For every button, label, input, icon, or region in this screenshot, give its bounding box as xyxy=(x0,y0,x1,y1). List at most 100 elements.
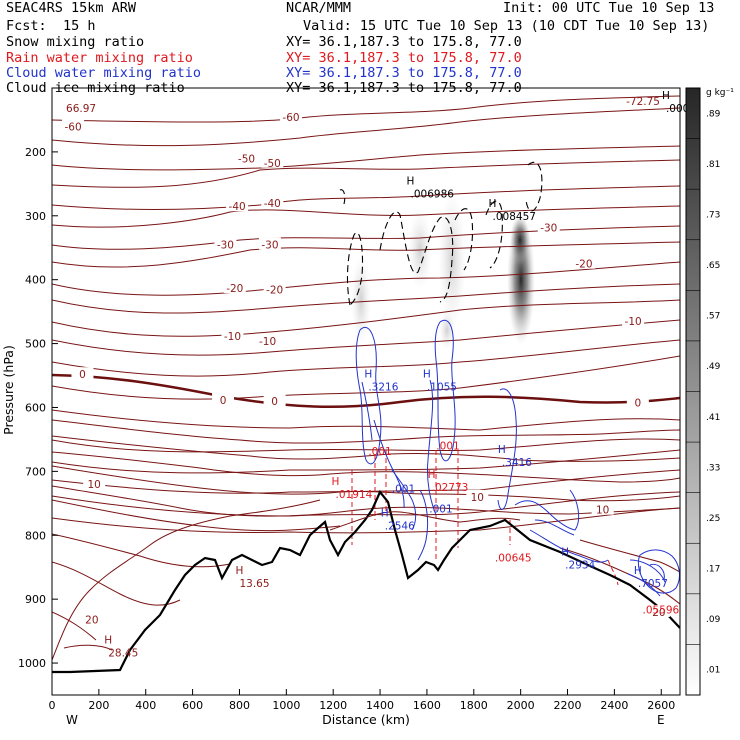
extremum-value: .05596 xyxy=(643,605,680,617)
isotherm-label: -60 xyxy=(282,112,299,124)
extremum-marker: H xyxy=(498,444,506,456)
extremum-value: -72.75 xyxy=(626,96,660,108)
isotherm-minus-30 xyxy=(52,241,680,268)
cloud-water-contour xyxy=(434,319,456,462)
terrain-near-surface-isotherm xyxy=(329,511,521,531)
isotherm-label: -40 xyxy=(264,198,281,210)
extremum-value: .001 xyxy=(436,440,459,452)
isotherm-east-1 xyxy=(559,547,680,605)
x-tick-label: 1200 xyxy=(319,699,347,712)
isotherm-12 xyxy=(52,499,341,532)
isotherm-neg xyxy=(52,507,680,534)
isotherm-label-bg xyxy=(261,155,284,168)
isotherm-8 xyxy=(52,465,680,502)
isotherm-label: 10 xyxy=(87,479,100,491)
isotherm-label-bg xyxy=(80,612,103,625)
extremum-value: .001 xyxy=(392,483,415,495)
extremum-marker: H xyxy=(662,90,670,102)
isotherm-label: 0 xyxy=(220,395,227,407)
isotherm-label: -10 xyxy=(224,331,241,343)
colorbar-label: .89 xyxy=(706,109,721,119)
isotherm-label: 20 xyxy=(652,607,665,619)
y-tick-label: 600 xyxy=(25,401,46,414)
cloud-ice-contour xyxy=(379,211,454,303)
y-tick-label: 800 xyxy=(25,529,46,542)
model-title: SEAC4RS 15km ARW xyxy=(6,0,137,16)
isotherm-minus-25 xyxy=(52,261,680,296)
isotherm-minus-20 xyxy=(52,283,680,314)
snow-shading-light xyxy=(439,310,455,350)
cloud-ice-contour xyxy=(454,208,474,271)
x-tick-label: 2400 xyxy=(600,699,628,712)
y-tick-label: 1000 xyxy=(18,657,46,670)
isotherm-18 xyxy=(52,561,181,606)
cloud-ice-contour xyxy=(525,162,543,212)
isotherm-label-bg xyxy=(214,237,237,250)
isotherm-minus-5 xyxy=(52,339,680,377)
extremum-marker: H xyxy=(407,176,415,188)
isotherm-zero xyxy=(52,373,680,409)
cloud-water-contour xyxy=(649,563,665,581)
extremum-value: .2546 xyxy=(385,520,415,532)
extremum-value: .001 xyxy=(429,504,452,516)
cloud-water-contour xyxy=(361,381,373,441)
extremum-value: 66.97 xyxy=(66,103,96,115)
isotherm-minus-10-main xyxy=(52,491,680,517)
cloud-water-contour xyxy=(497,388,517,510)
isotherm-label: -30 xyxy=(540,222,557,234)
rain-water-contour xyxy=(607,559,619,586)
cloud-ice-contour xyxy=(339,189,346,205)
isotherm-label-bg xyxy=(591,502,614,515)
cloud-ice-contour xyxy=(485,200,503,269)
x-tick-label: 1600 xyxy=(413,699,441,712)
extremum-marker: H xyxy=(634,565,642,577)
isotherm-10-main xyxy=(52,485,680,517)
extremum-value: 13.65 xyxy=(239,578,269,590)
cloud-water-contour xyxy=(427,379,437,516)
x-tick-label: 400 xyxy=(135,699,156,712)
colorbar-label: .81 xyxy=(706,160,720,170)
extremum-value: .2934 xyxy=(565,559,595,571)
y-tick-label: 700 xyxy=(25,465,46,478)
x-axis-west-label: W xyxy=(66,713,78,727)
extremum-value: .00645 xyxy=(495,552,532,564)
snow-shading-light xyxy=(351,255,371,345)
field-rain-xy: XY= 36.1,187.3 to 175.8, 77.0 xyxy=(286,50,522,66)
isotherm-4 xyxy=(52,435,680,462)
cloud-water-contour xyxy=(629,559,666,583)
cloud-water-contour xyxy=(529,529,609,563)
isotherm-label-bg xyxy=(466,489,489,502)
cloud-water-contour xyxy=(627,573,661,597)
cloud-water-contour xyxy=(391,469,417,531)
extremum-value: .3416 xyxy=(502,457,532,469)
x-tick-label: 2200 xyxy=(554,699,582,712)
field-cloudice-xy: XY= 36.1,187.3 to 175.8, 77.0 xyxy=(286,80,522,96)
isotherm-minus-15 xyxy=(52,299,680,337)
isotherm-label-bg xyxy=(647,604,670,617)
isotherm-10 xyxy=(52,355,680,400)
extremum-value: .7057 xyxy=(638,578,668,590)
y-tick-label: 300 xyxy=(25,210,46,223)
extremum-marker: H xyxy=(235,565,243,577)
cloud-water-contour xyxy=(417,489,429,561)
isotherm-label-bg xyxy=(226,199,249,212)
colorbar-unit: g kg⁻¹ xyxy=(706,88,734,98)
isotherm-label: 10 xyxy=(596,505,609,517)
isotherm-minus-0 xyxy=(52,409,680,431)
forecast-label: Fcst: xyxy=(6,18,47,34)
isotherm-label: 0 xyxy=(634,397,641,409)
snow-shading-core xyxy=(510,215,530,265)
extremum-value: .1055 xyxy=(427,382,457,394)
isotherm-label: -10 xyxy=(259,336,276,348)
extremum-marker: H xyxy=(423,369,431,381)
isotherm-minus-45 xyxy=(52,185,680,211)
isotherm-minus-50 xyxy=(52,159,680,188)
isotherm-label: -20 xyxy=(266,284,283,296)
plot-frame xyxy=(51,87,681,696)
isotherm-label-bg xyxy=(263,394,286,407)
extremum-value: .008457 xyxy=(493,211,536,223)
snow-shading-core xyxy=(507,215,535,345)
isotherm-label-bg xyxy=(212,392,235,405)
isotherm-20 xyxy=(52,611,97,641)
isotherm-15 xyxy=(52,533,231,568)
